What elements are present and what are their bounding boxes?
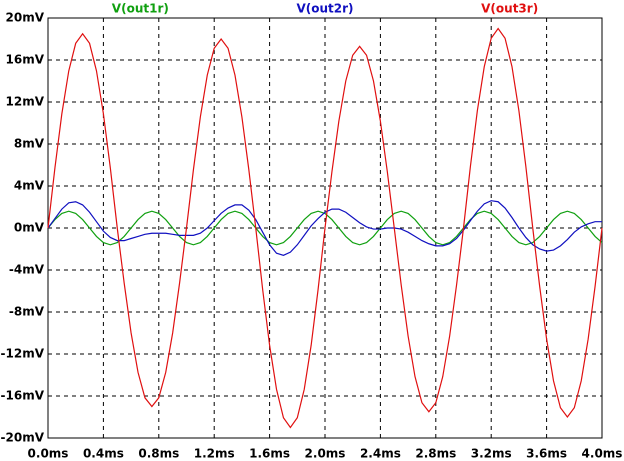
x-tick-label: 2.4ms (360, 447, 401, 461)
x-tick-label: 2.8ms (415, 447, 456, 461)
y-tick-label: 20mV (6, 11, 45, 25)
x-tick-label: 1.2ms (194, 447, 235, 461)
x-tick-label: 2.0ms (305, 447, 346, 461)
y-tick-label: 0mV (14, 221, 45, 235)
x-tick-label: 4.0ms (582, 447, 623, 461)
y-tick-label: -16mV (1, 389, 45, 403)
x-tick-label: 3.2ms (471, 447, 512, 461)
y-tick-label: 16mV (6, 53, 45, 67)
x-tick-label: 0.8ms (138, 447, 179, 461)
x-tick-label: 0.0ms (28, 447, 69, 461)
y-tick-label: 12mV (6, 95, 45, 109)
x-tick-label: 3.6ms (526, 447, 567, 461)
legend-entry: V(out1r) (112, 2, 169, 16)
series-line (47, 27, 603, 429)
x-tick-label: 1.6ms (249, 447, 290, 461)
x-tick-label: 0.4ms (83, 447, 124, 461)
y-tick-label: 8mV (14, 137, 45, 151)
y-tick-label: -20mV (1, 431, 45, 445)
legend-entry: V(out3r) (481, 2, 538, 16)
y-tick-label: -4mV (9, 263, 45, 277)
y-tick-label: -8mV (9, 305, 45, 319)
y-tick-label: 4mV (14, 179, 45, 193)
legend-entry: V(out2r) (296, 2, 353, 16)
series-line (47, 210, 603, 246)
series-line (47, 200, 602, 256)
y-tick-label: -12mV (1, 347, 45, 361)
